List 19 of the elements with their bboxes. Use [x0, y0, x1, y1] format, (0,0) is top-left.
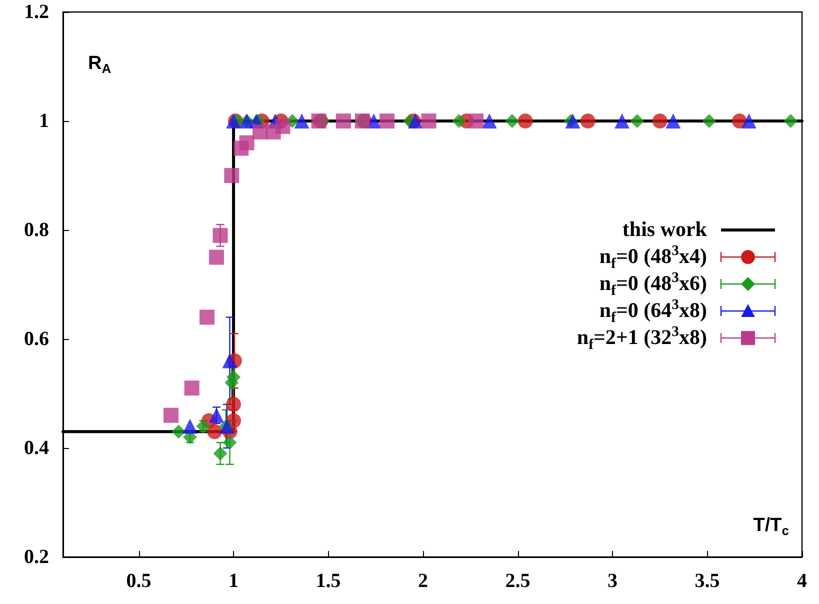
legend-label: n$_{f}$=0 (48$^{3}$x6)	[599, 270, 707, 300]
y-tick-label: 0.4	[24, 437, 49, 459]
x-tick-label: 3.5	[694, 570, 720, 592]
y-tick-label: 0.8	[24, 219, 49, 241]
x-tick-label: 1	[228, 570, 239, 592]
legend-label: n$_{f}$=2+1 (32$^{3}$x8)	[576, 324, 707, 354]
x-tick-label: 0.5	[126, 570, 152, 592]
x-tick-label: 2	[418, 570, 428, 592]
legend-label: this work	[622, 216, 707, 243]
y-tick-label: 0.6	[24, 328, 49, 350]
x-tick-label: 4	[797, 570, 807, 592]
legend-label: n$_{f}$=0 (64$^{3}$x8)	[599, 297, 707, 326]
x-tick-label: 2.5	[505, 570, 530, 592]
y-tick-label: 1	[39, 110, 49, 132]
y-tick-label: 0.2	[24, 546, 49, 568]
x-tick-label: 3	[608, 570, 618, 592]
y-tick-label: 1.2	[24, 1, 49, 23]
legend-label: n$_{f}$=0 (48$^{3}$x4)	[599, 243, 707, 272]
x-tick-label: 1.5	[316, 570, 341, 592]
